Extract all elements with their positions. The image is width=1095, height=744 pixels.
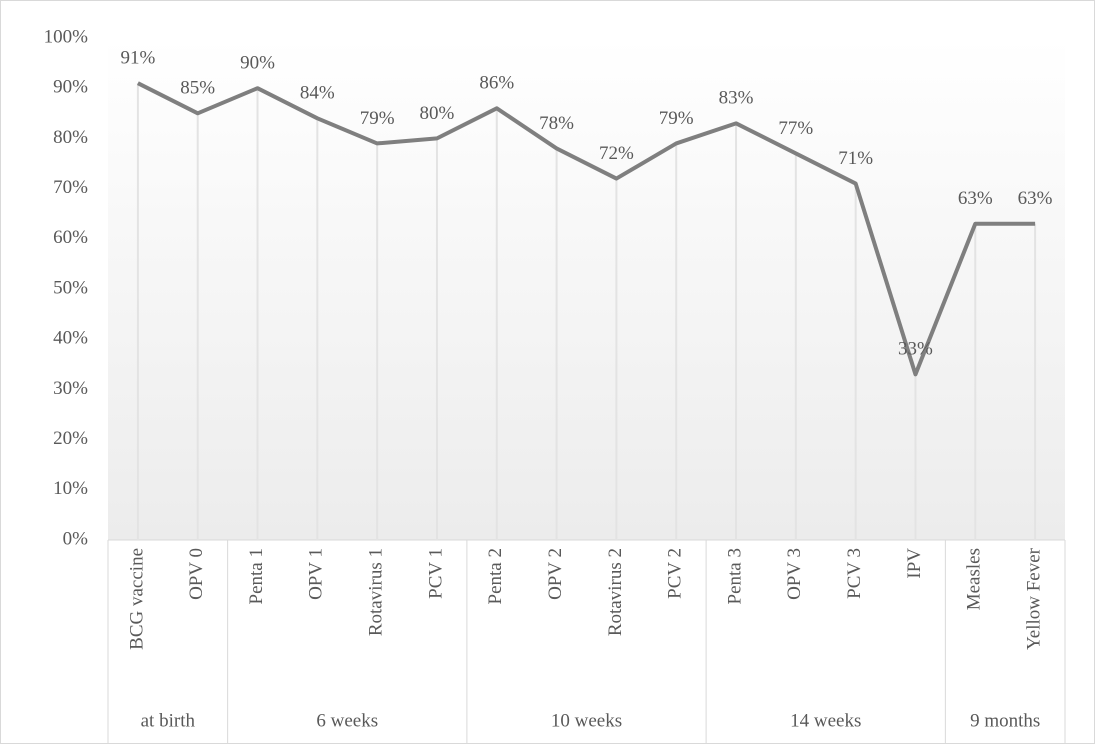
x-tick-label: Yellow Fever	[1023, 547, 1044, 650]
data-label: 83%	[719, 88, 754, 109]
x-tick-label: Penta 1	[246, 548, 267, 604]
y-tick-label: 90%	[53, 77, 88, 98]
y-tick-label: 40%	[53, 328, 88, 349]
data-label: 72%	[599, 143, 634, 164]
x-tick-label: Measles	[964, 548, 985, 610]
data-label: 80%	[420, 103, 455, 124]
plot-area	[108, 38, 1065, 540]
y-tick-label: 50%	[53, 277, 88, 298]
line	[137, 81, 1036, 377]
x-tick-label: OPV 0	[186, 548, 207, 600]
x-tick-label: Penta 2	[485, 548, 506, 604]
x-tick-label: OPV 3	[784, 548, 805, 600]
data-label: 84%	[300, 83, 335, 104]
data-label: 78%	[539, 113, 574, 134]
data-label: 90%	[240, 53, 275, 74]
y-tick-label: 100%	[44, 26, 89, 47]
x-tick-label: IPV	[904, 548, 925, 579]
data-label: 91%	[120, 48, 155, 69]
x-tick-label: Rotavirus 2	[605, 548, 626, 636]
x-tick-label: BCG vaccine	[126, 548, 147, 650]
data-label: 79%	[360, 108, 395, 129]
y-tick-label: 60%	[53, 227, 88, 248]
y-tick-label: 80%	[53, 127, 88, 148]
y-tick-label: 30%	[53, 378, 88, 399]
x-tick-label: OPV 2	[545, 548, 566, 600]
data-label: 86%	[479, 73, 514, 94]
group-label: 9 months	[970, 710, 1040, 731]
x-tick-label: PCV 2	[665, 548, 686, 599]
data-label: 63%	[1018, 188, 1053, 209]
x-tick-label: Penta 3	[724, 548, 745, 604]
data-label: 33%	[898, 339, 933, 360]
x-tick-label: Rotavirus 1	[366, 548, 387, 636]
data-label: 85%	[180, 78, 215, 99]
y-tick-label: 0%	[63, 528, 89, 549]
data-label: 71%	[838, 148, 873, 169]
x-tick-label: PCV 3	[844, 548, 865, 599]
data-label: 77%	[778, 118, 813, 139]
x-tick-label: PCV 1	[425, 548, 446, 599]
group-label: 10 weeks	[551, 710, 622, 731]
data-label: 79%	[659, 108, 694, 129]
x-tick-label: OPV 1	[306, 548, 327, 600]
y-tick-label: 20%	[53, 428, 88, 449]
group-label: 14 weeks	[790, 710, 861, 731]
group-label: at birth	[141, 710, 196, 731]
group-label: 6 weeks	[316, 710, 378, 731]
data-label: 63%	[958, 188, 993, 209]
y-tick-label: 10%	[53, 478, 88, 499]
y-tick-label: 70%	[53, 177, 88, 198]
